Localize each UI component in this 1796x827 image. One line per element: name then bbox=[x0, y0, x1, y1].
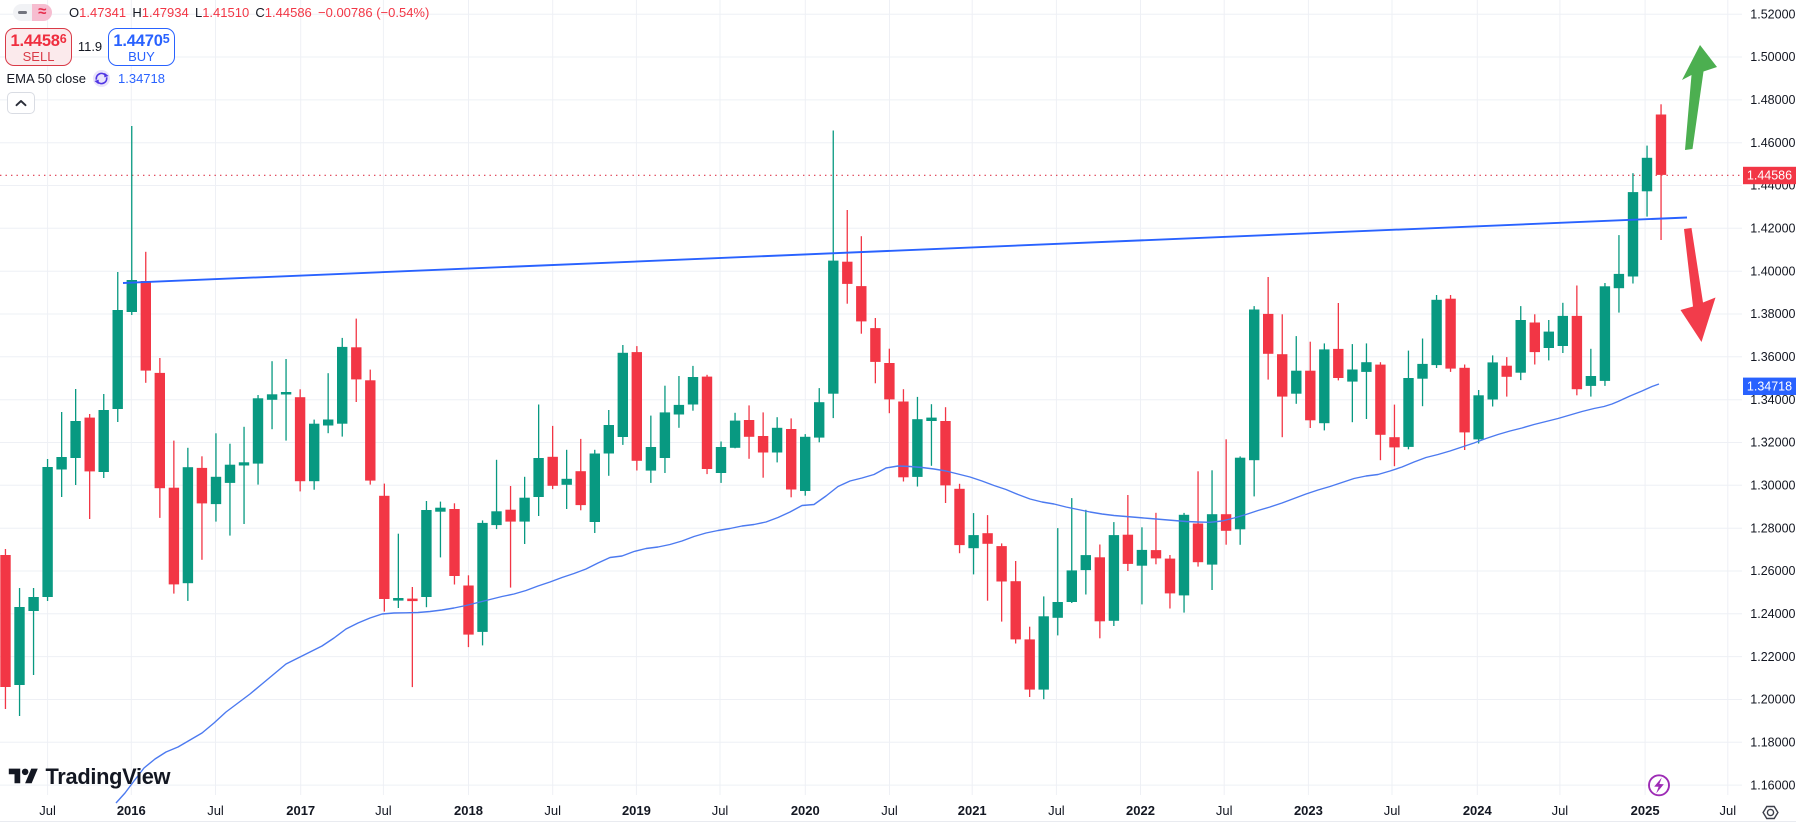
svg-text:Jul: Jul bbox=[375, 803, 392, 818]
svg-text:1.20000: 1.20000 bbox=[1750, 693, 1795, 707]
svg-text:2020: 2020 bbox=[791, 803, 820, 818]
svg-text:1.46000: 1.46000 bbox=[1750, 136, 1795, 150]
svg-text:2022: 2022 bbox=[1126, 803, 1155, 818]
svg-text:1.24000: 1.24000 bbox=[1750, 607, 1795, 621]
svg-text:2017: 2017 bbox=[286, 803, 315, 818]
svg-text:1.44586: 1.44586 bbox=[1747, 169, 1792, 183]
svg-text:Jul: Jul bbox=[544, 803, 561, 818]
svg-text:Jul: Jul bbox=[1719, 803, 1736, 818]
svg-text:2023: 2023 bbox=[1294, 803, 1323, 818]
svg-text:Jul: Jul bbox=[881, 803, 898, 818]
svg-text:1.50000: 1.50000 bbox=[1750, 50, 1795, 64]
svg-text:Jul: Jul bbox=[712, 803, 729, 818]
svg-text:1.16000: 1.16000 bbox=[1750, 778, 1795, 792]
svg-text:Jul: Jul bbox=[1384, 803, 1401, 818]
svg-text:2016: 2016 bbox=[117, 803, 146, 818]
svg-text:1.32000: 1.32000 bbox=[1750, 436, 1795, 450]
svg-text:1.30000: 1.30000 bbox=[1750, 479, 1795, 493]
svg-text:2018: 2018 bbox=[454, 803, 483, 818]
svg-text:1.22000: 1.22000 bbox=[1750, 650, 1795, 664]
svg-text:TradingView: TradingView bbox=[46, 764, 171, 789]
svg-text:1.48000: 1.48000 bbox=[1750, 93, 1795, 107]
svg-text:Jul: Jul bbox=[1048, 803, 1065, 818]
svg-text:2024: 2024 bbox=[1463, 803, 1493, 818]
svg-text:1.42000: 1.42000 bbox=[1750, 222, 1795, 236]
svg-text:1.36000: 1.36000 bbox=[1750, 350, 1795, 364]
svg-text:1.40000: 1.40000 bbox=[1750, 264, 1795, 278]
svg-text:Jul: Jul bbox=[207, 803, 224, 818]
svg-text:Jul: Jul bbox=[1216, 803, 1233, 818]
svg-text:1.28000: 1.28000 bbox=[1750, 521, 1795, 535]
svg-text:Jul: Jul bbox=[39, 803, 56, 818]
svg-text:1.34000: 1.34000 bbox=[1750, 393, 1795, 407]
svg-text:Jul: Jul bbox=[1552, 803, 1569, 818]
svg-text:2019: 2019 bbox=[622, 803, 651, 818]
svg-text:1.38000: 1.38000 bbox=[1750, 307, 1795, 321]
svg-text:2021: 2021 bbox=[958, 803, 987, 818]
svg-text:1.26000: 1.26000 bbox=[1750, 564, 1795, 578]
svg-text:2025: 2025 bbox=[1631, 803, 1660, 818]
svg-text:1.34718: 1.34718 bbox=[1747, 379, 1792, 393]
svg-text:1.18000: 1.18000 bbox=[1750, 736, 1795, 750]
svg-text:1.52000: 1.52000 bbox=[1750, 7, 1795, 21]
